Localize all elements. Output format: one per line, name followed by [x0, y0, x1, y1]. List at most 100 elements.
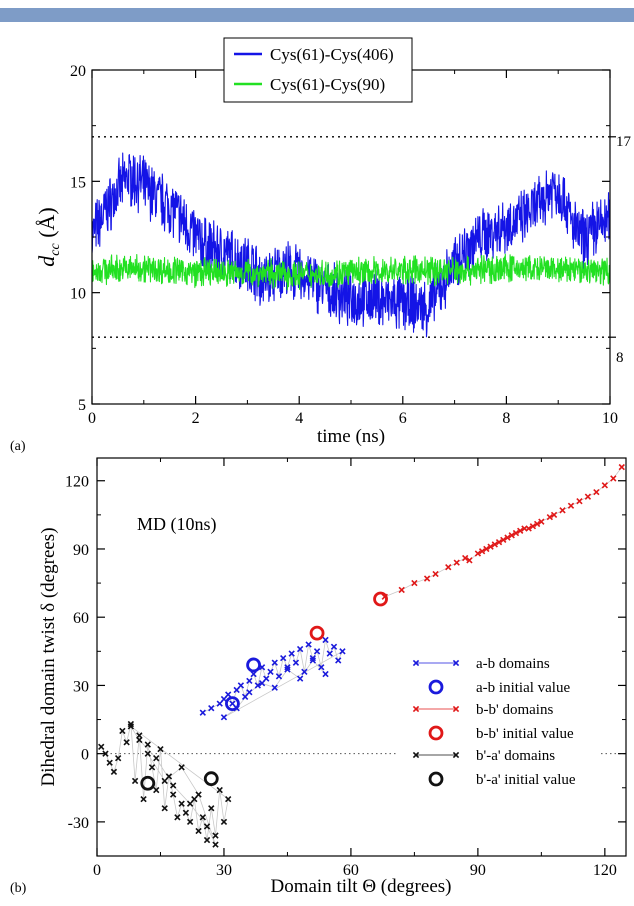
data-point-b-a-domains [140, 795, 147, 803]
data-point-a-b-domains [318, 664, 325, 671]
connector-b-b-domains [384, 466, 623, 598]
y-tick-label-a: 15 [70, 174, 86, 191]
data-point-cys-61-cys-406 [356, 299, 357, 300]
data-point-b-b-domains [546, 513, 553, 521]
data-point-a-b-domains [326, 650, 333, 657]
data-point-b-a-domains [148, 764, 156, 771]
x-tick-label-b: 60 [343, 862, 359, 879]
data-point-a-b-domains [335, 657, 342, 664]
initial-value-b-a-initial-value [140, 775, 156, 791]
data-point-cys-61-cys-406 [397, 303, 398, 304]
data-point-b-b-domains [466, 557, 473, 564]
data-point-cys-61-cys-90 [350, 272, 351, 273]
data-point-cys-61-cys-406 [138, 181, 139, 182]
y-tick-label-b: 90 [73, 542, 89, 559]
y-tick-label-b: -30 [68, 815, 89, 832]
data-point-b-b-domains [529, 523, 537, 530]
plot-area-a [92, 152, 610, 338]
header-bar [0, 8, 634, 22]
data-point-b-a-domains [106, 759, 113, 766]
data-point-a-b-domains [275, 673, 283, 680]
annotation-md: MD (10ns) [137, 514, 217, 535]
data-point-b-b-domains [517, 527, 524, 534]
data-point-b-b-domains [525, 525, 532, 532]
data-point-b-a-domains [127, 720, 135, 728]
data-point-a-b-domains [241, 693, 249, 700]
data-point-a-b-domains [258, 679, 266, 687]
data-point-cys-61-cys-406 [542, 201, 543, 202]
data-point-a-b-domains [284, 664, 291, 671]
data-point-a-b-domains [225, 691, 232, 698]
data-point-b-a-domains [114, 755, 122, 762]
data-point-a-b-domains [263, 675, 270, 682]
initial-value-a-b-initial-value [246, 657, 261, 673]
legend-label-ab-domains: a-b domains [476, 656, 550, 672]
data-point-a-b-domains [220, 714, 228, 721]
legend-swatch-circle-5 [428, 771, 444, 787]
x-axis-label-a: time (ns) [317, 426, 385, 447]
data-point-b-a-domains [174, 814, 181, 821]
data-point-a-b-domains [267, 668, 274, 675]
data-point-b-b-domains [423, 575, 431, 582]
data-point-cys-61-cys-406 [128, 176, 129, 177]
data-point-b-a-domains [153, 755, 160, 762]
data-point-b-b-domains [432, 570, 439, 578]
data-point-b-a-domains [144, 741, 151, 748]
data-point-a-b-domains [339, 648, 346, 655]
data-point-b-a-domains [170, 782, 177, 789]
data-point-a-b-domains [322, 670, 329, 678]
initial-value-b-b-initial-value [309, 625, 325, 641]
axis-ticks-a: 0 2 4 6 8 10 5 10 15 20 [70, 63, 618, 427]
data-point-b-a-domains [136, 736, 143, 744]
data-point-cys-61-cys-406 [179, 216, 180, 217]
y-tick-label-a: 20 [70, 63, 86, 80]
data-point-a-b-domains [313, 648, 321, 655]
initial-value-b-b-initial-value [373, 591, 388, 607]
data-point-cys-61-cys-406 [221, 252, 222, 253]
data-point-cys-61-cys-406 [521, 219, 522, 220]
data-point-cys-61-cys-406 [252, 265, 253, 266]
data-point-cys-61-cys-406 [211, 248, 212, 249]
data-point-cys-61-cys-406 [335, 294, 336, 295]
legend-swatch-circle-1 [428, 679, 444, 695]
data-point-b-a-domains [131, 777, 139, 785]
data-point-cys-61-cys-406 [563, 196, 564, 197]
data-point-cys-61-cys-406 [573, 227, 574, 228]
data-point-b-b-domains [567, 502, 575, 509]
x-tick-label-a: 8 [502, 410, 510, 427]
legend-swatch-cross [412, 659, 420, 667]
data-point-cys-61-cys-406 [532, 210, 533, 211]
series-line-cys-61-cys-406 [92, 152, 610, 338]
data-point-b-a-domains [225, 795, 232, 803]
data-point-b-b-domains [584, 493, 592, 500]
x-tick-label-a: 4 [295, 410, 303, 427]
y-tick-label-a: 10 [70, 286, 86, 303]
data-point-b-a-domains [119, 727, 126, 735]
data-point-b-b-domains [512, 529, 520, 537]
data-point-cys-61-cys-406 [438, 290, 439, 291]
data-point-cys-61-cys-406 [480, 236, 481, 237]
data-point-cys-61-cys-406 [418, 305, 419, 306]
data-point-b-a-domains [186, 818, 194, 826]
legend-swatch-cross [452, 751, 460, 759]
data-point-cys-61-cys-90 [195, 272, 196, 273]
y-tick-label-b: 30 [73, 678, 89, 695]
legend-label-cys406: Cys(61)-Cys(406) [270, 45, 394, 64]
data-point-b-a-domains [191, 795, 198, 803]
data-point-a-b-domains [292, 659, 300, 666]
series-line-cys-61-cys-90 [92, 253, 610, 291]
panel-a: 0 2 4 6 8 10 5 10 15 20 17 8 time (ns) dcc (Å) (a… [10, 37, 632, 454]
ref-label-8: 8 [616, 350, 624, 366]
legend-label-cys90: Cys(61)-Cys(90) [270, 75, 385, 94]
legend-swatch-cross [452, 705, 460, 713]
data-point-a-b-domains [296, 645, 304, 653]
data-point-b-b-domains [508, 532, 515, 539]
data-point-cys-61-cys-406 [470, 245, 471, 246]
x-tick-label-a: 0 [88, 410, 96, 427]
data-point-a-b-domains [271, 684, 278, 691]
legend-swatch-cross [412, 751, 420, 759]
legend-label-ba-domains: b'-a' domains [476, 748, 555, 764]
legend-b: a-b domains a-b initial value b-b' domai… [398, 640, 598, 788]
data-point-cys-61-cys-406 [345, 297, 346, 298]
axis-ticks-b: 0 30 60 90 120 -30 0 30 60 90 120 [65, 458, 626, 879]
